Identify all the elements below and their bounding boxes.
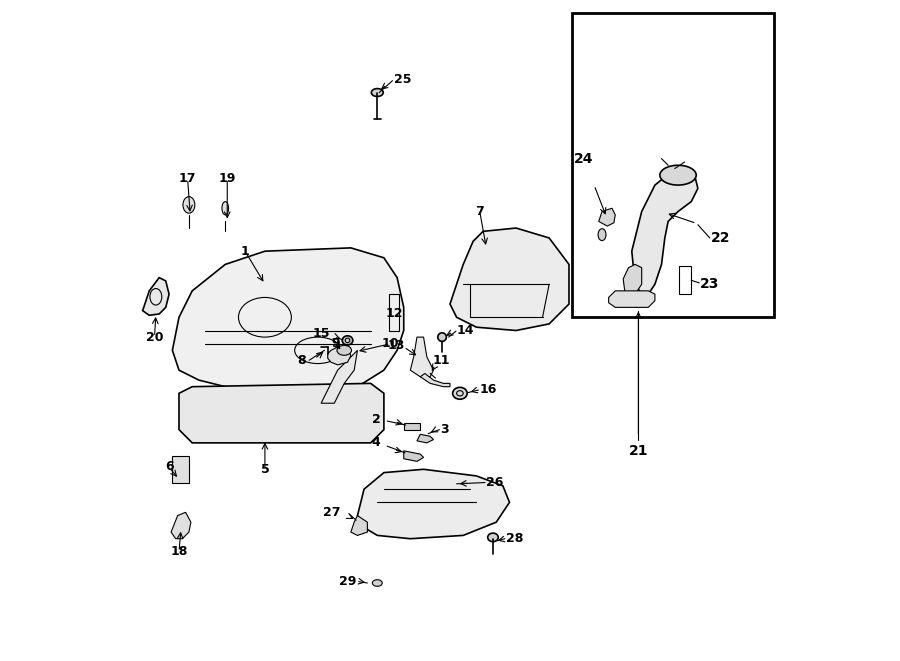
Ellipse shape: [342, 336, 353, 345]
Bar: [680, 266, 691, 294]
Text: 23: 23: [700, 277, 719, 292]
Polygon shape: [410, 337, 434, 377]
Polygon shape: [321, 350, 357, 403]
Polygon shape: [142, 278, 169, 315]
Text: 26: 26: [486, 476, 504, 489]
Text: 21: 21: [628, 444, 648, 458]
Text: 17: 17: [179, 172, 196, 185]
Bar: [572, 13, 774, 317]
Text: 6: 6: [165, 459, 174, 473]
Text: 22: 22: [711, 231, 731, 245]
Ellipse shape: [488, 533, 499, 542]
Polygon shape: [357, 469, 509, 539]
Text: 8: 8: [297, 354, 306, 367]
Text: 1: 1: [240, 245, 249, 258]
Text: 27: 27: [323, 506, 341, 519]
Ellipse shape: [660, 165, 697, 185]
Text: 11: 11: [433, 354, 450, 367]
Text: 20: 20: [146, 330, 163, 344]
Text: 24: 24: [574, 151, 593, 166]
Polygon shape: [171, 512, 191, 539]
Text: 16: 16: [480, 383, 497, 397]
Text: 9: 9: [331, 337, 340, 350]
Polygon shape: [608, 291, 655, 307]
Bar: [173, 456, 189, 483]
Polygon shape: [417, 434, 434, 443]
Polygon shape: [351, 516, 367, 535]
Text: 14: 14: [456, 324, 474, 337]
Bar: [389, 294, 399, 330]
Text: 4: 4: [372, 436, 381, 449]
Ellipse shape: [183, 197, 195, 213]
Polygon shape: [404, 451, 424, 461]
Text: 2: 2: [372, 413, 381, 426]
Text: 28: 28: [506, 532, 524, 545]
Ellipse shape: [222, 202, 229, 215]
Ellipse shape: [337, 346, 352, 356]
Ellipse shape: [372, 89, 383, 97]
Polygon shape: [598, 208, 616, 226]
Polygon shape: [328, 347, 351, 365]
Ellipse shape: [598, 229, 606, 241]
Polygon shape: [420, 373, 450, 387]
Text: 29: 29: [338, 575, 356, 588]
Ellipse shape: [453, 387, 467, 399]
Text: 10: 10: [382, 337, 400, 350]
Polygon shape: [450, 228, 569, 330]
Text: 15: 15: [312, 327, 329, 340]
Text: 7: 7: [475, 205, 484, 218]
Bar: [404, 423, 420, 430]
Text: 3: 3: [440, 423, 449, 436]
Polygon shape: [173, 248, 404, 393]
Text: 13: 13: [387, 338, 404, 352]
Text: 12: 12: [385, 307, 402, 321]
Polygon shape: [632, 169, 698, 294]
Ellipse shape: [373, 580, 382, 586]
Polygon shape: [623, 264, 642, 294]
Ellipse shape: [437, 333, 446, 341]
Text: 19: 19: [219, 172, 236, 185]
Text: 18: 18: [170, 545, 188, 559]
Text: 25: 25: [394, 73, 411, 86]
Text: 5: 5: [260, 463, 269, 476]
Polygon shape: [179, 383, 384, 443]
